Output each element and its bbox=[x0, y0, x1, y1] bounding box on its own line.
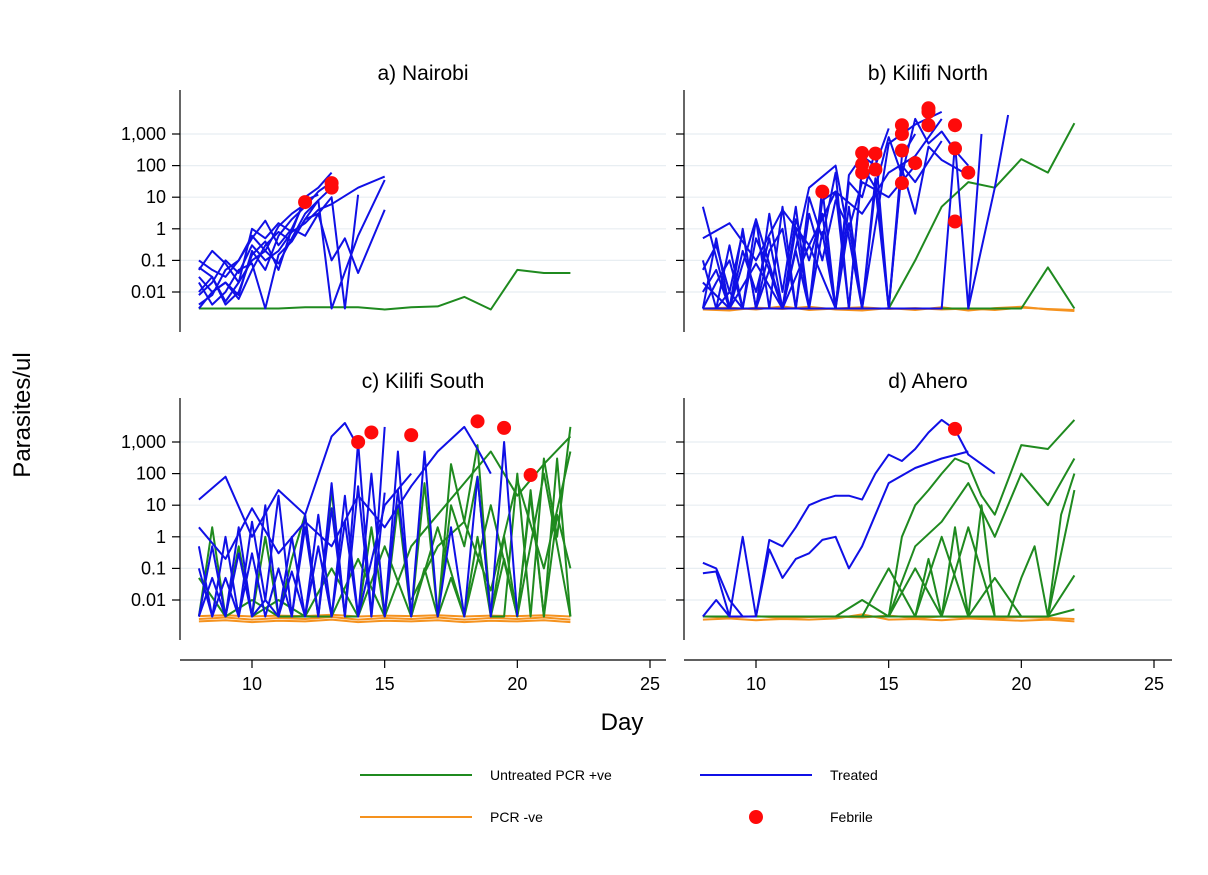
febrile-point bbox=[351, 435, 366, 449]
y-tick-label: 1 bbox=[156, 219, 166, 239]
x-tick-label: 15 bbox=[375, 674, 395, 694]
panels: a) Nairobi 0.01 0.1 1 10 100 1,000 b) Kilifi No… bbox=[121, 62, 1172, 694]
x-tick-label: 20 bbox=[1011, 674, 1031, 694]
febrile-point bbox=[921, 101, 936, 116]
febrile-point bbox=[298, 195, 313, 210]
febrile-point bbox=[497, 420, 512, 435]
x-tick-label: 20 bbox=[507, 674, 527, 694]
series-line-treated bbox=[967, 114, 1010, 309]
series-line-treated bbox=[198, 193, 319, 278]
febrile-point bbox=[470, 414, 485, 429]
panel-4: d) Ahero 10 15 20 25 bbox=[676, 370, 1172, 694]
febrile-point bbox=[855, 146, 870, 161]
y-tick-label: 1 bbox=[156, 527, 166, 547]
febrile-point bbox=[894, 143, 909, 158]
legend-label-pcr_neg: PCR -ve bbox=[490, 809, 543, 825]
legend-label-untreated: Untreated PCR +ve bbox=[490, 767, 612, 783]
panel-title: a) Nairobi bbox=[377, 62, 468, 85]
panel-3: c) Kilifi South 0.01 0.1 1 10 100 1,000 10 15 20 2… bbox=[121, 370, 666, 694]
legend-swatch-febrile bbox=[749, 810, 763, 824]
series-line-untreated bbox=[887, 419, 1076, 617]
febrile-point bbox=[855, 157, 870, 172]
febrile-point bbox=[961, 165, 976, 180]
x-tick-label: 10 bbox=[746, 674, 766, 694]
series-line-treated bbox=[198, 203, 306, 306]
series-line-treated bbox=[198, 179, 386, 310]
panel-title: d) Ahero bbox=[888, 370, 967, 393]
series-line-treated bbox=[383, 441, 519, 618]
febrile-point bbox=[523, 468, 538, 483]
series-line-untreated bbox=[198, 268, 571, 311]
x-tick-label: 15 bbox=[879, 674, 899, 694]
series-line-treated bbox=[701, 168, 864, 310]
series-line-treated bbox=[198, 422, 359, 538]
panel-2: b) Kilifi North bbox=[676, 62, 1172, 332]
x-tick-label: 25 bbox=[640, 674, 660, 694]
febrile-point bbox=[324, 176, 339, 191]
series-line-treated bbox=[702, 418, 996, 618]
febrile-point bbox=[908, 156, 923, 171]
febrile-point bbox=[894, 118, 909, 133]
febrile-point bbox=[364, 425, 379, 440]
legend: Untreated PCR +ve Treated PCR -ve Febrile bbox=[360, 767, 878, 825]
febrile-point bbox=[948, 214, 962, 229]
y-tick-label: 0.1 bbox=[141, 558, 166, 578]
y-tick-label: 1,000 bbox=[121, 124, 166, 144]
series-line-untreated bbox=[809, 526, 1076, 618]
febrile-point bbox=[404, 428, 419, 443]
series-line-treated bbox=[702, 599, 743, 618]
febrile-point bbox=[868, 162, 883, 177]
febrile-point bbox=[815, 184, 830, 199]
y-tick-label: 0.01 bbox=[131, 590, 166, 610]
x-axis-title: Day bbox=[601, 709, 644, 736]
series-line-treated bbox=[702, 145, 969, 310]
x-tick-label: 10 bbox=[242, 674, 262, 694]
series-line-pcr_neg bbox=[702, 613, 1075, 623]
series-line-treated bbox=[198, 194, 360, 310]
panel-title: b) Kilifi North bbox=[868, 62, 988, 85]
series-line-treated bbox=[702, 118, 943, 262]
series-line-treated bbox=[197, 472, 412, 618]
panel-1: a) Nairobi 0.01 0.1 1 10 100 1,000 bbox=[121, 62, 666, 332]
series-line-treated bbox=[198, 171, 333, 284]
y-tick-label: 10 bbox=[146, 495, 166, 515]
x-tick-label: 25 bbox=[1144, 674, 1164, 694]
series-line-treated bbox=[702, 450, 969, 618]
series-line-treated bbox=[702, 133, 917, 310]
febrile-point bbox=[921, 118, 936, 133]
y-tick-label: 0.01 bbox=[131, 282, 166, 302]
febrile-point bbox=[868, 146, 883, 161]
y-tick-label: 0.1 bbox=[141, 250, 166, 270]
legend-label-febrile: Febrile bbox=[830, 809, 873, 825]
series-line-pcr_neg bbox=[198, 618, 571, 624]
y-tick-label: 100 bbox=[136, 464, 166, 484]
febrile-point bbox=[894, 176, 909, 191]
series-line-pcr_neg bbox=[198, 616, 571, 621]
y-tick-label: 100 bbox=[136, 156, 166, 176]
febrile-point bbox=[948, 141, 962, 156]
febrile-point bbox=[948, 118, 962, 133]
y-tick-label: 10 bbox=[146, 187, 166, 207]
y-axis-title: Parasites/ul bbox=[9, 352, 36, 477]
febrile-point bbox=[948, 421, 962, 436]
y-tick-label: 1,000 bbox=[121, 432, 166, 452]
series-line-untreated bbox=[887, 122, 1076, 309]
panel-title: c) Kilifi South bbox=[362, 370, 485, 393]
series-line-treated bbox=[702, 133, 983, 310]
legend-label-treated: Treated bbox=[830, 767, 878, 783]
series-line-untreated bbox=[410, 451, 572, 601]
